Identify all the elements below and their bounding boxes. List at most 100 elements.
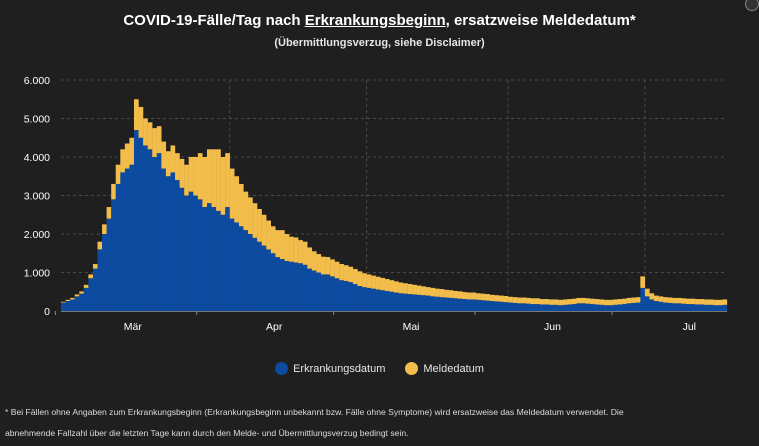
title-prefix: COVID-19-Fälle/Tag nach — [123, 12, 305, 29]
bar-melde — [635, 297, 641, 303]
bar-erkrankung — [663, 302, 668, 311]
y-tick-label: 4.000 — [24, 152, 50, 164]
bar-melde — [65, 299, 71, 301]
bar-erkrankung — [357, 285, 363, 311]
bar-melde — [248, 197, 253, 234]
bar-melde — [699, 299, 705, 305]
bar-melde — [567, 299, 573, 305]
y-tick-label: 1.000 — [24, 268, 50, 280]
bar-melde — [389, 280, 395, 292]
bar-melde — [672, 297, 677, 304]
bar-erkrankung — [389, 291, 395, 311]
bar-erkrankung — [211, 207, 217, 311]
bar-erkrankung — [535, 304, 541, 311]
bar-erkrankung — [403, 293, 408, 311]
bar-melde — [398, 282, 404, 294]
bar-erkrankung — [179, 187, 185, 311]
bar-erkrankung — [466, 299, 472, 311]
bar-erkrankung — [270, 253, 276, 311]
bar-erkrankung — [138, 137, 144, 311]
bar-erkrankung — [202, 207, 208, 311]
bar-erkrankung — [471, 299, 477, 311]
bar-melde — [289, 236, 294, 262]
bar-melde — [339, 264, 344, 281]
bar-melde — [161, 141, 167, 169]
bar-erkrankung — [225, 207, 230, 311]
bar-erkrankung — [371, 288, 376, 311]
bar-melde — [535, 298, 541, 305]
legend-item-erkrankung[interactable]: Erkrankungsdatum — [275, 362, 385, 375]
bar-melde — [238, 183, 244, 227]
legend-item-melde[interactable]: Meldedatum — [405, 362, 484, 375]
bar-erkrankung — [453, 298, 459, 311]
bar-erkrankung — [220, 214, 226, 311]
bar-erkrankung — [238, 226, 244, 311]
bar-melde — [371, 275, 376, 289]
bar-melde — [658, 296, 664, 302]
bar-erkrankung — [115, 183, 121, 311]
bar-melde — [74, 294, 80, 297]
bar-melde — [97, 241, 103, 250]
bar-erkrankung — [124, 168, 130, 311]
bar-erkrankung — [234, 222, 240, 311]
bar-erkrankung — [375, 289, 381, 311]
y-tick-label: 0 — [44, 306, 50, 318]
bar-melde — [124, 143, 130, 169]
bar-melde — [92, 264, 98, 269]
bar-erkrankung — [248, 234, 253, 311]
bar-erkrankung — [489, 300, 495, 311]
bar-erkrankung — [133, 130, 139, 311]
bar-melde — [585, 298, 591, 304]
bar-melde — [608, 299, 614, 306]
bar-erkrankung — [284, 260, 290, 311]
bar-melde — [485, 294, 490, 301]
bar-melde — [225, 153, 230, 208]
bar-erkrankung — [156, 153, 162, 311]
bar-melde — [681, 298, 687, 304]
bar-melde — [138, 106, 144, 138]
legend-dot-erkrankung — [275, 362, 289, 375]
bar-melde — [421, 286, 427, 296]
bar-melde — [617, 299, 623, 305]
bar-erkrankung — [685, 304, 691, 311]
bar-melde — [517, 297, 522, 304]
bar-erkrankung — [603, 305, 609, 311]
bar-melde — [321, 256, 326, 275]
bar-melde — [270, 226, 276, 254]
bar-erkrankung — [526, 303, 531, 311]
bar-erkrankung — [503, 302, 509, 311]
title-suffix: , ersatzweise Meldedatum* — [445, 12, 636, 29]
bar-erkrankung — [717, 305, 723, 311]
bar-erkrankung — [708, 304, 714, 311]
bar-erkrankung — [266, 249, 271, 311]
bar-erkrankung — [631, 302, 636, 311]
bar-erkrankung — [279, 259, 285, 311]
bar-melde — [403, 283, 408, 294]
bar-erkrankung — [585, 303, 591, 311]
bar-erkrankung — [457, 298, 463, 311]
bar-erkrankung — [70, 299, 75, 311]
bar-erkrankung — [690, 304, 696, 311]
bar-erkrankung — [362, 287, 367, 311]
bar-melde — [243, 191, 249, 231]
bar-erkrankung — [722, 304, 728, 311]
bar-erkrankung — [83, 287, 89, 311]
bar-erkrankung — [307, 268, 313, 311]
bar-erkrankung — [444, 297, 449, 311]
title-link[interactable]: Erkrankungsbeginn — [304, 12, 446, 29]
bar-melde — [343, 265, 349, 281]
bar-erkrankung — [448, 297, 454, 311]
bar-melde — [316, 254, 322, 273]
bar-melde — [79, 291, 84, 294]
bar-melde — [494, 295, 500, 302]
bar-erkrankung — [152, 157, 157, 311]
bar-erkrankung — [617, 304, 623, 311]
bar-erkrankung — [206, 203, 212, 311]
bar-melde — [384, 279, 390, 291]
bar-melde — [435, 288, 440, 297]
bar-melde — [211, 149, 217, 208]
bar-melde — [206, 149, 212, 204]
bar-erkrankung — [61, 302, 66, 311]
x-tick-label: Mai — [403, 321, 420, 333]
bar-melde — [448, 290, 454, 298]
